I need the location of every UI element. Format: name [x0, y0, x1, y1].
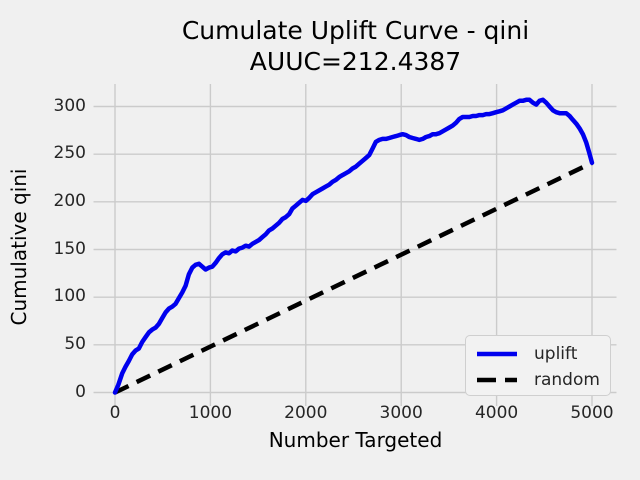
- legend: uplift random: [465, 335, 611, 396]
- uplift-line-swatch: [477, 351, 517, 357]
- x-tick-label: 2000: [284, 403, 328, 423]
- x-tick-label: 1000: [188, 403, 233, 423]
- legend-label-uplift: uplift: [534, 344, 578, 364]
- legend-label-random: random: [534, 370, 600, 390]
- x-tick-label: 0: [109, 403, 121, 423]
- chart-title: Cumulate Uplift Curve - qini AUUC=212.43…: [94, 15, 617, 77]
- x-axis-label: Number Targeted: [268, 428, 443, 452]
- series-line-uplift: [112, 97, 595, 395]
- series-line-random: [114, 160, 593, 395]
- y-tick-label: 250: [53, 143, 86, 164]
- random-line-swatch: [477, 377, 517, 383]
- y-axis-label: Cumulative qini: [7, 168, 31, 326]
- chart-title-line2: AUUC=212.4387: [249, 47, 462, 76]
- x-tick-label: 5000: [570, 403, 614, 423]
- y-tick-label: 100: [53, 286, 86, 307]
- legend-item-random: random: [475, 367, 610, 393]
- y-tick-label: 50: [64, 333, 86, 354]
- y-tick-label: 150: [53, 238, 86, 259]
- chart-title-line1: Cumulate Uplift Curve - qini: [181, 16, 530, 45]
- y-tick-label: 0: [75, 381, 86, 402]
- legend-item-uplift: uplift: [475, 341, 610, 367]
- y-tick-label: 300: [53, 95, 86, 116]
- x-tick-label: 4000: [474, 403, 519, 423]
- y-tick-label: 200: [53, 190, 86, 211]
- x-tick-label: 3000: [379, 403, 423, 423]
